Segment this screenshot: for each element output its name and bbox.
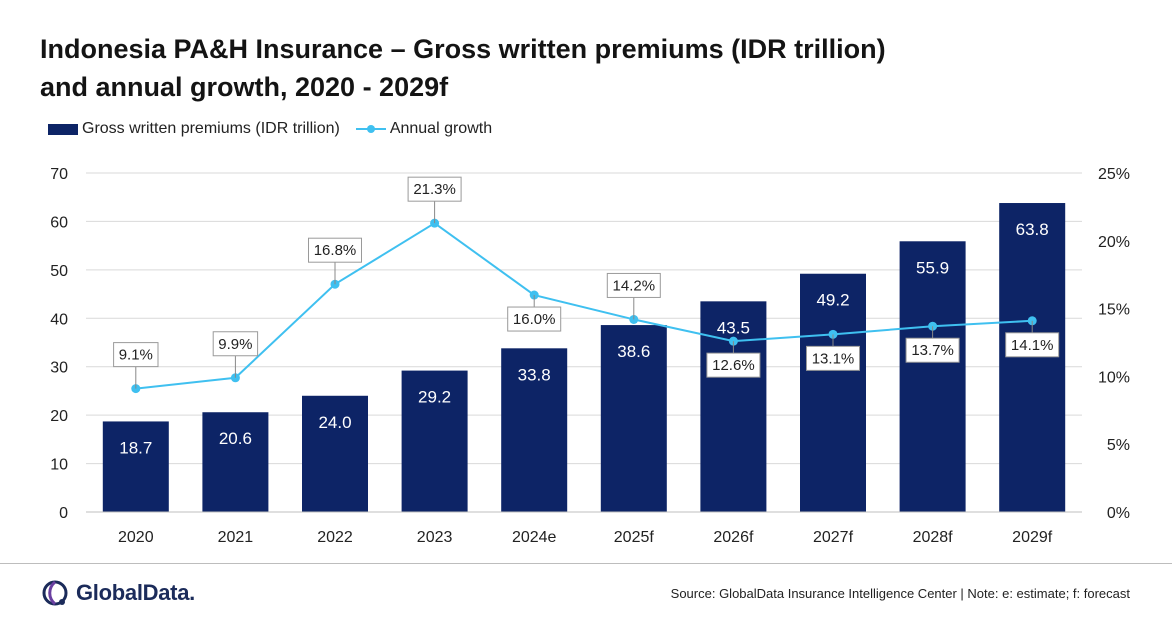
legend-item-growth: Annual growth xyxy=(355,120,493,138)
bar-value-label: 55.9 xyxy=(916,258,949,277)
growth-value-label: 14.2% xyxy=(606,272,661,320)
x-tick-label: 2020 xyxy=(118,529,154,546)
legend-label-growth: Annual growth xyxy=(389,120,493,137)
growth-line xyxy=(135,221,1033,390)
bar-value-label: 33.8 xyxy=(518,365,551,384)
chart-plot: 18.7 20.6 24.0 29.2 33.8 38.6 43.5 49.2 55.9 63.8… xyxy=(50,166,1130,546)
growth-value-label: 14.1% xyxy=(1005,320,1060,358)
y-right-tick-label: 15% xyxy=(1098,302,1130,319)
growth-label-box xyxy=(706,352,761,378)
x-tick-label: 2028f xyxy=(913,529,954,546)
growth-label-text: 13.1% xyxy=(812,350,855,367)
y-right-tick-label: 20% xyxy=(1098,234,1130,251)
growth-label-text: 13.7% xyxy=(911,342,954,359)
x-tick-label: 2027f xyxy=(813,529,854,546)
growth-label-text: 14.2% xyxy=(613,277,656,294)
logo-text: GlobalData. xyxy=(76,580,195,605)
x-tick-label: 2022 xyxy=(317,529,353,546)
y-left-tick-label: 0 xyxy=(59,505,68,522)
legend-label-premiums: Gross written premiums (IDR trillion) xyxy=(82,120,340,137)
bar-value-label: 38.6 xyxy=(617,342,650,361)
y-left-tick-label: 20 xyxy=(50,408,68,425)
x-tick-label: 2026f xyxy=(713,529,754,546)
legend-item-premiums: Gross written premiums (IDR trillion) xyxy=(48,120,340,138)
y-left-tick-label: 60 xyxy=(50,214,68,231)
footer-divider xyxy=(0,563,1172,564)
growth-value-label: 13.7% xyxy=(905,326,960,363)
growth-value-label: 21.3% xyxy=(407,176,462,224)
growth-label-text: 9.1% xyxy=(119,347,153,364)
y-left-tick-label: 70 xyxy=(50,166,68,183)
growth-label-text: 21.3% xyxy=(413,181,456,198)
chart-title: Indonesia PA&H Insurance – Gross written… xyxy=(40,30,1140,106)
y-right-tick-label: 5% xyxy=(1107,437,1130,454)
growth-label-text: 12.6% xyxy=(712,357,755,374)
growth-label-text: 16.0% xyxy=(513,311,556,328)
x-tick-label: 2023 xyxy=(417,529,453,546)
axes: 0 10 20 30 40 50 60 70 0% 5% 10% 15% 20% 25% 2020 2021 2… xyxy=(50,166,1130,546)
bar-value-label: 24.0 xyxy=(318,413,351,432)
x-tick-label: 2021 xyxy=(218,529,254,546)
bar xyxy=(102,421,169,512)
data-labels: 18.7 20.6 24.0 29.2 33.8 38.6 43.5 49.2 55.9 63.8… xyxy=(113,176,1060,457)
bar-value-label: 18.7 xyxy=(119,438,152,457)
bar-value-label: 20.6 xyxy=(219,429,252,448)
growth-label-box xyxy=(806,345,860,371)
y-right-tick-label: 0% xyxy=(1107,505,1130,522)
growth-value-label: 13.1% xyxy=(806,334,860,371)
growth-value-label: 12.6% xyxy=(706,341,761,378)
bar xyxy=(999,203,1066,513)
bar xyxy=(899,241,966,512)
bar xyxy=(302,395,368,512)
growth-label-box xyxy=(507,306,562,332)
growth-label-box xyxy=(113,342,159,368)
growth-label-box xyxy=(407,176,462,202)
growth-label-box xyxy=(905,337,960,363)
y-left-tick-label: 10 xyxy=(50,457,68,474)
globaldata-logo: GlobalData. xyxy=(40,578,195,608)
y-left-tick-label: 30 xyxy=(50,360,68,377)
bar-value-label: 43.5 xyxy=(717,318,750,337)
y-right-tick-label: 10% xyxy=(1098,369,1130,386)
bar-series xyxy=(102,203,1066,513)
legend-bar-swatch xyxy=(48,123,78,135)
legend-line-swatch xyxy=(355,125,386,133)
growth-value-label: 9.9% xyxy=(212,331,259,378)
globaldata-logo-icon xyxy=(42,580,68,606)
growth-label-box xyxy=(606,272,661,298)
growth-label-text: 16.8% xyxy=(314,242,357,259)
growth-label-box xyxy=(1005,332,1060,358)
y-right-tick-label: 25% xyxy=(1098,166,1130,183)
chart-title-line-1: Indonesia PA&H Insurance – Gross written… xyxy=(40,34,886,64)
chart-legend: Gross written premiums (IDR trillion) An… xyxy=(48,118,508,140)
growth-value-label: 16.0% xyxy=(507,295,562,332)
growth-value-label: 9.1% xyxy=(113,342,159,389)
source-note: Source: GlobalData Insurance Intelligenc… xyxy=(670,586,1130,601)
bar xyxy=(800,273,866,512)
y-left-tick-label: 50 xyxy=(50,263,68,280)
x-tick-label: 2024e xyxy=(512,529,557,546)
growth-label-text: 14.1% xyxy=(1011,337,1054,354)
bar xyxy=(202,412,269,512)
growth-value-label: 16.8% xyxy=(308,237,362,285)
x-tick-label: 2029f xyxy=(1012,529,1053,546)
growth-label-box xyxy=(308,237,362,263)
chart-title-line-2: and annual growth, 2020 - 2029f xyxy=(40,72,449,102)
bar xyxy=(401,370,468,512)
bar-value-label: 29.2 xyxy=(418,388,451,407)
bar xyxy=(501,348,568,512)
x-tick-label: 2025f xyxy=(614,529,655,546)
bar xyxy=(600,325,667,512)
bar-value-label: 63.8 xyxy=(1016,220,1049,239)
bar-value-label: 49.2 xyxy=(816,291,849,310)
y-left-tick-label: 40 xyxy=(50,311,68,328)
growth-label-box xyxy=(212,331,259,357)
growth-label-text: 9.9% xyxy=(218,336,252,353)
